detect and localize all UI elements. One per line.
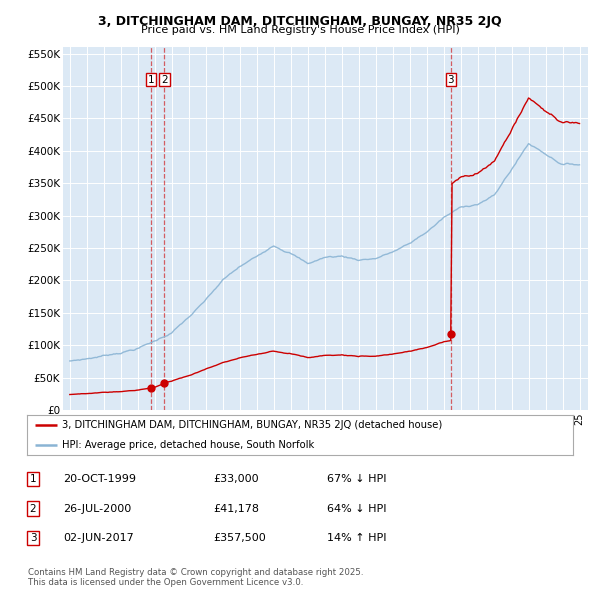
Text: 67% ↓ HPI: 67% ↓ HPI <box>327 474 386 484</box>
Text: £33,000: £33,000 <box>213 474 259 484</box>
Text: 64% ↓ HPI: 64% ↓ HPI <box>327 504 386 513</box>
Text: 3: 3 <box>29 533 37 543</box>
Text: 2: 2 <box>161 74 168 84</box>
Text: £357,500: £357,500 <box>213 533 266 543</box>
Text: 2: 2 <box>29 504 37 513</box>
Text: Price paid vs. HM Land Registry's House Price Index (HPI): Price paid vs. HM Land Registry's House … <box>140 25 460 35</box>
Text: 02-JUN-2017: 02-JUN-2017 <box>63 533 134 543</box>
Text: HPI: Average price, detached house, South Norfolk: HPI: Average price, detached house, Sout… <box>62 441 315 450</box>
Text: 14% ↑ HPI: 14% ↑ HPI <box>327 533 386 543</box>
Text: 1: 1 <box>29 474 37 484</box>
Text: 26-JUL-2000: 26-JUL-2000 <box>63 504 131 513</box>
Text: £41,178: £41,178 <box>213 504 259 513</box>
Text: Contains HM Land Registry data © Crown copyright and database right 2025.
This d: Contains HM Land Registry data © Crown c… <box>28 568 364 587</box>
Text: 3, DITCHINGHAM DAM, DITCHINGHAM, BUNGAY, NR35 2JQ (detached house): 3, DITCHINGHAM DAM, DITCHINGHAM, BUNGAY,… <box>62 421 443 430</box>
Text: 3: 3 <box>448 74 454 84</box>
Text: 3, DITCHINGHAM DAM, DITCHINGHAM, BUNGAY, NR35 2JQ: 3, DITCHINGHAM DAM, DITCHINGHAM, BUNGAY,… <box>98 15 502 28</box>
Text: 1: 1 <box>148 74 154 84</box>
Text: 20-OCT-1999: 20-OCT-1999 <box>63 474 136 484</box>
